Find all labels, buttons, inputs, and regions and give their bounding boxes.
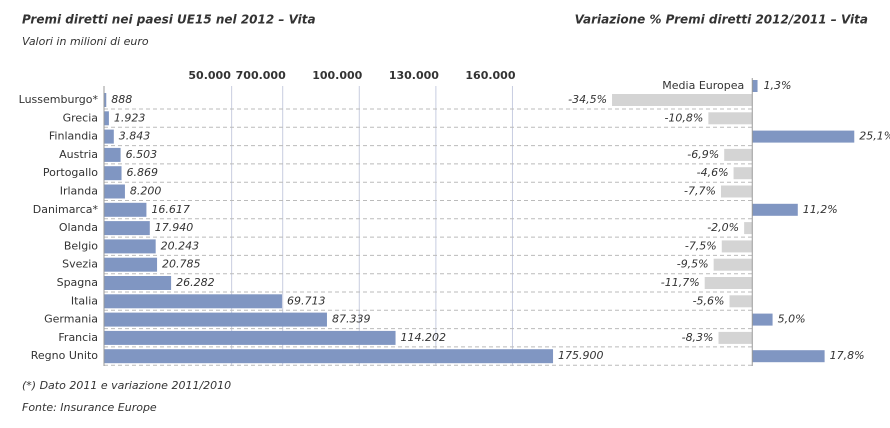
bar [744, 222, 753, 235]
bar [104, 312, 327, 327]
data-label: -7,5% [685, 239, 717, 252]
data-label: -11,7% [661, 276, 700, 289]
bar [104, 276, 172, 290]
data-label: 87.339 [332, 313, 371, 326]
data-label: -4,6% [697, 166, 729, 179]
y-tick-label: Austria [59, 148, 98, 161]
bar [729, 295, 753, 308]
data-label: -8,3% [682, 331, 714, 344]
bar [104, 330, 396, 345]
y-tick-label: Lussemburgo* [19, 93, 99, 106]
x-tick-label: 700.000 [236, 69, 286, 82]
data-label: -10,8% [664, 111, 703, 124]
data-label: 1.923 [114, 111, 146, 124]
chart-title: Premi diretti nei paesi UE15 nel 2012 – … [22, 13, 316, 27]
bar [104, 93, 107, 107]
bar [104, 239, 156, 254]
y-tick-label: Danimarca* [33, 203, 99, 216]
chart-subtitle: Valori in milioni di euro [22, 35, 149, 48]
bar [104, 294, 282, 309]
data-label: -9,5% [677, 258, 709, 271]
data-label: 3.843 [119, 130, 151, 143]
data-label: 26.282 [176, 276, 215, 289]
footnote: Fonte: Insurance Europe [22, 401, 157, 414]
bar [104, 111, 109, 126]
bar [724, 148, 753, 161]
data-label: -6,9% [687, 148, 719, 161]
x-tick-label: 130.000 [389, 69, 439, 82]
data-label: 17,8% [830, 349, 865, 362]
x-tick-label: 50.000 [188, 69, 231, 82]
bar [104, 129, 114, 144]
bar [713, 258, 753, 271]
reference-label: Media Europea [662, 79, 744, 92]
data-label: -2,0% [707, 221, 739, 234]
data-label: 175.900 [558, 349, 604, 362]
y-tick-label: Irlanda [60, 185, 98, 198]
bar [752, 130, 855, 143]
data-label: 8.200 [130, 185, 162, 198]
bar [104, 257, 158, 272]
bar [752, 203, 798, 216]
bar [104, 147, 121, 162]
bar [752, 350, 825, 363]
reference-bar [752, 80, 758, 92]
data-label: 20.243 [161, 239, 200, 252]
bar [733, 167, 753, 180]
data-label: 888 [111, 93, 132, 106]
bar [104, 202, 147, 217]
bar [104, 349, 554, 364]
bar [104, 184, 125, 199]
y-tick-label: Spagna [57, 276, 98, 289]
data-label: 20.785 [162, 258, 201, 271]
footnote: (*) Dato 2011 e variazione 2011/2010 [22, 379, 231, 392]
data-label: -5,6% [693, 294, 725, 307]
data-label: 6.869 [127, 166, 159, 179]
bar [752, 313, 773, 326]
y-tick-label: Francia [58, 331, 98, 344]
y-tick-label: Regno Unito [31, 349, 98, 362]
data-label: 6.503 [126, 148, 158, 161]
data-label: 114.202 [401, 331, 447, 344]
bar [612, 94, 753, 106]
bar [104, 166, 122, 181]
data-label: -7,7% [684, 185, 716, 198]
x-tick-label: 160.000 [465, 69, 515, 82]
data-label: -34,5% [568, 93, 607, 106]
data-label: 25,1% [859, 130, 890, 143]
data-label: 5,0% [778, 313, 806, 326]
data-label: 1,3% [764, 79, 792, 92]
bar [720, 185, 753, 198]
y-tick-label: Olanda [59, 221, 98, 234]
data-label: 17.940 [155, 221, 194, 234]
chart-title: Variazione % Premi diretti 2012/2011 – V… [575, 13, 868, 27]
bar [718, 331, 753, 344]
y-tick-label: Germania [44, 313, 98, 326]
data-label: 16.617 [151, 203, 190, 216]
x-tick-label: 100.000 [312, 69, 362, 82]
data-label: 69.713 [287, 294, 326, 307]
bar [104, 221, 150, 236]
y-tick-label: Grecia [63, 111, 98, 124]
bar [708, 112, 753, 125]
y-tick-label: Finlandia [49, 130, 98, 143]
bar [704, 277, 753, 289]
data-label: 11,2% [803, 203, 838, 216]
y-tick-label: Italia [71, 294, 98, 307]
y-tick-label: Belgio [64, 239, 98, 252]
bar [721, 240, 753, 253]
y-tick-label: Portogallo [43, 166, 98, 179]
y-tick-label: Svezia [62, 258, 98, 271]
